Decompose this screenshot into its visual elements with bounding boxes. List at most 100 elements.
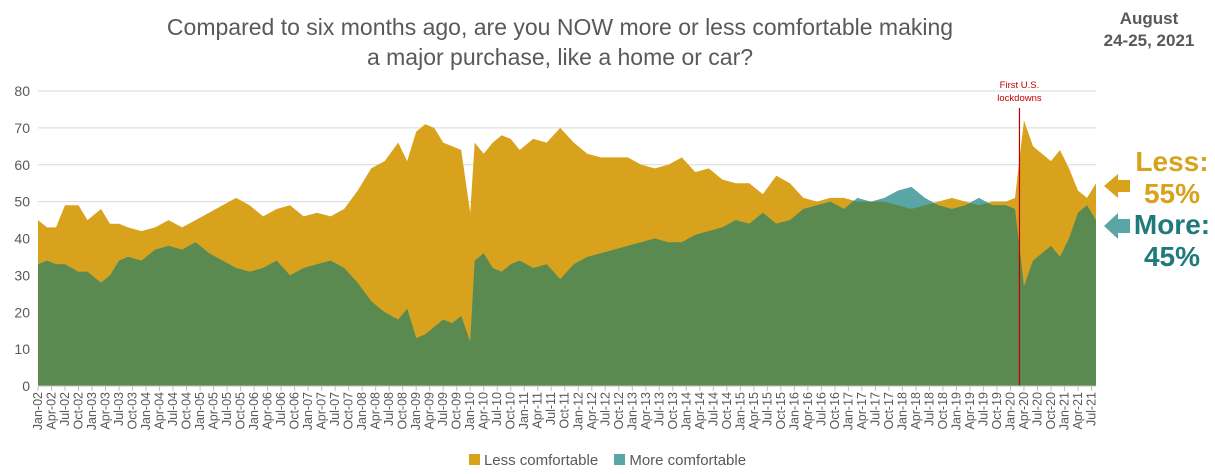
x-tick-Apr-18: Apr-18 — [909, 392, 923, 430]
x-tick-Oct-05: Oct-05 — [234, 392, 248, 430]
chart-areas — [38, 120, 1096, 386]
x-tick-Jul-05: Jul-05 — [220, 392, 234, 426]
legend: Less comfortable More comfortable — [0, 452, 1215, 469]
legend-label-more: More comfortable — [629, 452, 747, 469]
y-tick-50: 50 — [14, 194, 30, 210]
y-tick-80: 80 — [14, 83, 30, 99]
x-tick-Oct-08: Oct-08 — [396, 392, 410, 430]
x-tick-Jul-11: Jul-11 — [544, 392, 558, 425]
x-tick-Jan-05: Jan-05 — [193, 392, 207, 430]
x-tick-Jul-10: Jul-10 — [490, 392, 504, 426]
chart-title-line-2: a major purchase, like a home or car? — [366, 44, 754, 70]
x-tick-Apr-07: Apr-07 — [315, 392, 329, 430]
x-tick-Oct-03: Oct-03 — [126, 392, 140, 430]
x-tick-Oct-13: Oct-13 — [666, 392, 680, 430]
x-tick-Apr-17: Apr-17 — [855, 392, 869, 430]
x-tick-Jul-17: Jul-17 — [868, 392, 882, 426]
survey-date-line-2: 24-25, 2021 — [1103, 31, 1195, 50]
x-tick-Oct-04: Oct-04 — [180, 392, 194, 430]
x-tick-Jan-21: Jan-21 — [1058, 392, 1072, 430]
series-area-overlap — [38, 186, 1096, 386]
y-tick-20: 20 — [14, 304, 30, 320]
x-tick-Jan-15: Jan-15 — [733, 392, 747, 430]
x-tick-Jan-16: Jan-16 — [787, 392, 801, 430]
x-tick-Jul-20: Jul-20 — [1031, 392, 1045, 426]
y-tick-70: 70 — [14, 120, 30, 136]
x-tick-Apr-16: Apr-16 — [801, 392, 815, 430]
x-tick-Oct-07: Oct-07 — [342, 392, 356, 430]
x-tick-Oct-06: Oct-06 — [288, 392, 302, 430]
x-tick-Jul-06: Jul-06 — [274, 392, 288, 426]
x-tick-Oct-11: Oct-11 — [558, 392, 572, 429]
x-tick-Jan-06: Jan-06 — [247, 392, 261, 430]
x-tick-Jan-04: Jan-04 — [139, 392, 153, 430]
legend-label-less: Less comfortable — [483, 452, 599, 469]
y-tick-40: 40 — [14, 231, 30, 247]
x-tick-Jul-18: Jul-18 — [922, 392, 936, 426]
x-tick-Jan-13: Jan-13 — [625, 392, 639, 430]
survey-date: August 24-25, 2021 — [1089, 8, 1209, 52]
x-tick-Oct-02: Oct-02 — [72, 392, 86, 430]
x-tick-Jan-08: Jan-08 — [355, 392, 369, 430]
x-tick-Jul-07: Jul-07 — [328, 392, 342, 426]
less-callout-label: Less: — [1135, 146, 1209, 177]
x-tick-Apr-04: Apr-04 — [153, 392, 167, 430]
x-tick-Jan-14: Jan-14 — [679, 392, 693, 430]
x-tick-Jul-21: Jul-21 — [1085, 392, 1099, 426]
x-tick-Oct-10: Oct-10 — [504, 392, 518, 430]
more-callout-value: 45% — [1143, 241, 1201, 272]
x-tick-Oct-09: Oct-09 — [450, 392, 464, 430]
x-tick-Apr-21: Apr-21 — [1071, 392, 1085, 430]
arrow-less-icon — [1104, 174, 1130, 198]
x-tick-Jan-12: Jan-12 — [571, 392, 585, 430]
x-tick-Oct-18: Oct-18 — [936, 392, 950, 430]
x-tick-Oct-15: Oct-15 — [774, 392, 788, 430]
y-tick-10: 10 — [14, 341, 30, 357]
x-tick-Oct-20: Oct-20 — [1044, 392, 1058, 430]
x-tick-Apr-19: Apr-19 — [963, 392, 977, 430]
x-tick-Oct-16: Oct-16 — [828, 392, 842, 430]
x-tick-Jul-19: Jul-19 — [976, 392, 990, 426]
callout-arrows — [1104, 174, 1130, 239]
x-tick-Jan-07: Jan-07 — [301, 392, 315, 430]
lockdown-label-line-1: First U.S. — [1000, 80, 1040, 91]
x-tick-Apr-03: Apr-03 — [99, 392, 113, 430]
x-tick-Jan-11: Jan-11 — [517, 392, 531, 429]
lockdown-annotation: First U.S. lockdowns — [997, 80, 1042, 386]
x-tick-Jul-12: Jul-12 — [598, 392, 612, 426]
x-tick-Apr-09: Apr-09 — [423, 392, 437, 430]
x-tick-Jul-03: Jul-03 — [112, 392, 126, 426]
x-tick-Apr-14: Apr-14 — [693, 392, 707, 430]
more-callout: More: 45% — [1130, 209, 1214, 273]
y-axis: 0 10 20 30 40 50 60 70 80 — [14, 83, 30, 394]
x-tick-Apr-15: Apr-15 — [747, 392, 761, 430]
x-tick-Jan-09: Jan-09 — [409, 392, 423, 430]
x-tick-Jan-02: Jan-02 — [31, 392, 45, 430]
arrow-more-icon — [1104, 213, 1130, 239]
x-tick-Oct-19: Oct-19 — [990, 392, 1004, 430]
less-callout: Less: 55% — [1130, 146, 1214, 210]
x-tick-Oct-14: Oct-14 — [720, 392, 734, 430]
x-tick-Jul-04: Jul-04 — [166, 392, 180, 426]
x-tick-Jul-09: Jul-09 — [436, 392, 450, 426]
x-tick-Apr-06: Apr-06 — [261, 392, 275, 430]
legend-item-less: Less comfortable — [468, 452, 599, 469]
x-tick-Oct-17: Oct-17 — [882, 392, 896, 430]
less-callout-value: 55% — [1143, 178, 1201, 209]
legend-swatch-less — [468, 454, 480, 465]
y-tick-60: 60 — [14, 157, 30, 173]
y-tick-0: 0 — [22, 378, 30, 394]
x-tick-Jan-10: Jan-10 — [463, 392, 477, 430]
x-tick-Jul-16: Jul-16 — [814, 392, 828, 426]
chart-title-line-1: Compared to six months ago, are you NOW … — [166, 14, 954, 40]
x-tick-Jul-14: Jul-14 — [706, 392, 720, 426]
x-tick-Apr-13: Apr-13 — [639, 392, 653, 430]
x-tick-Apr-10: Apr-10 — [477, 392, 491, 430]
x-tick-Apr-05: Apr-05 — [207, 392, 221, 430]
chart-title: Compared to six months ago, are you NOW … — [80, 12, 1040, 72]
x-tick-Jul-08: Jul-08 — [382, 392, 396, 426]
x-tick-Jan-19: Jan-19 — [949, 392, 963, 430]
x-tick-Jul-13: Jul-13 — [652, 392, 666, 426]
y-tick-30: 30 — [14, 267, 30, 283]
